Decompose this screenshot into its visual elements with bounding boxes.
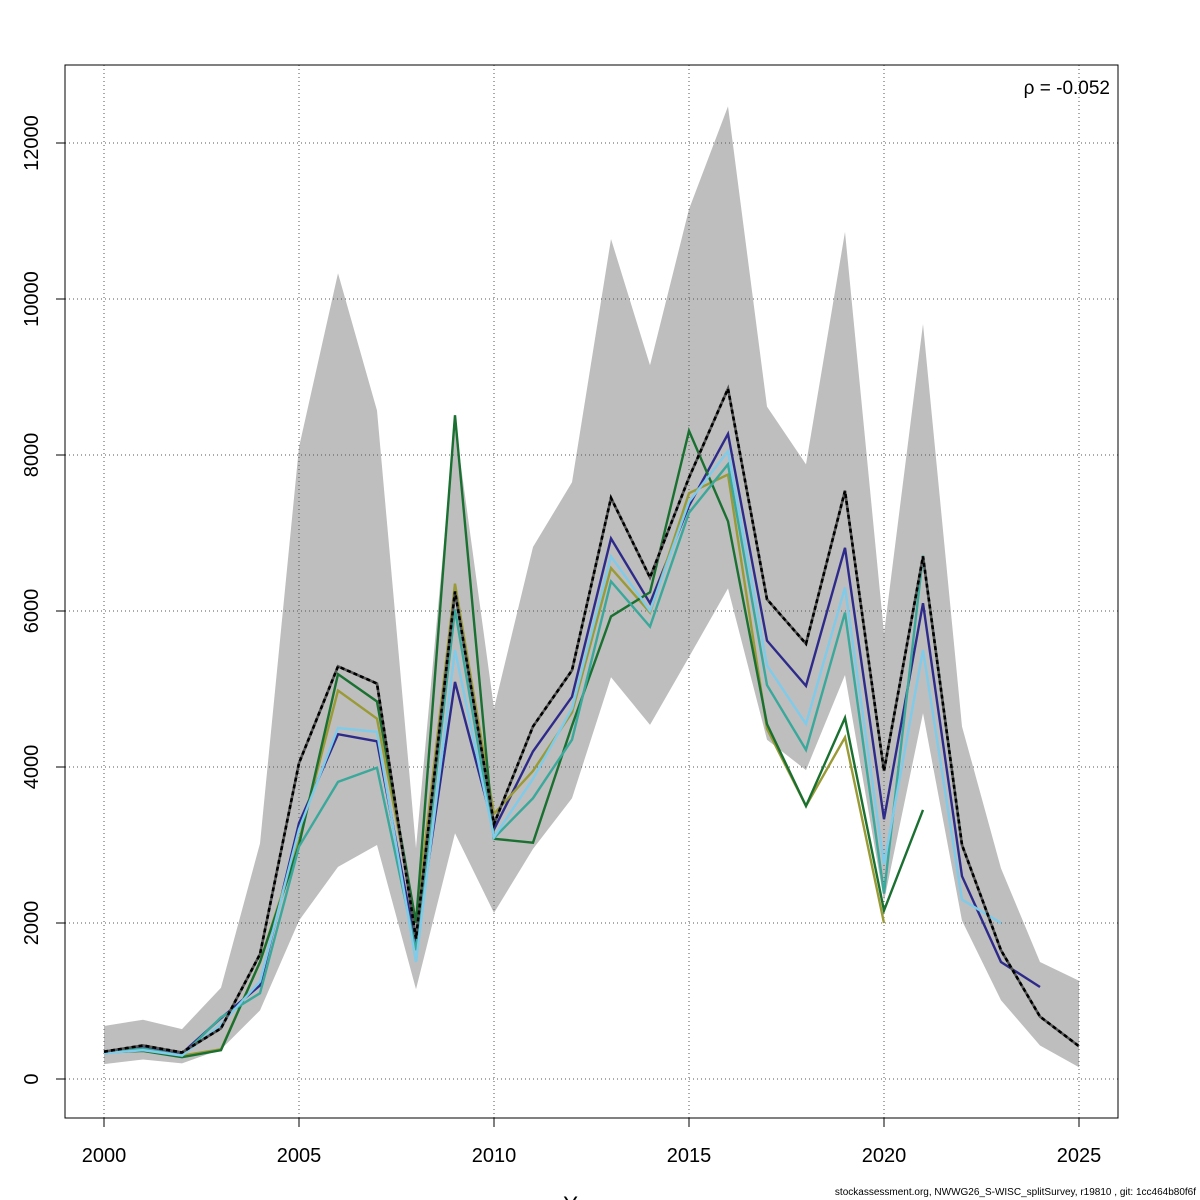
x-tick-label: 2010 — [472, 1145, 517, 1167]
y-tick-label: 6000 — [21, 589, 43, 634]
series-line-1-dashed — [103, 384, 1080, 1054]
x-tick-label: 2000 — [82, 1145, 127, 1167]
rho-annotation: ρ = -0.052 — [1024, 78, 1110, 99]
y-tick-label: 4000 — [21, 745, 43, 790]
plot-frame — [64, 64, 1119, 1119]
footer-credit: stockassessment.org, NWWG26_S-WISC_split… — [834, 1187, 1196, 1198]
series-line-2 — [103, 430, 1041, 1055]
series-line-5 — [103, 461, 964, 1057]
x-axis-title: Years — [563, 1192, 618, 1200]
x-tick-label: 2020 — [862, 1145, 907, 1167]
y-tick-label: 8000 — [21, 433, 43, 478]
y-tick-label: 2000 — [21, 901, 43, 946]
y-tick-label: 10000 — [21, 271, 43, 327]
series-line-6 — [103, 448, 1002, 1057]
y-tick-label: 12000 — [21, 115, 43, 171]
axis-layer: 2000 2005 2010 2015 2020 2025 0 2000 4000 6000 800… — [21, 115, 1101, 1167]
x-tick-label: 2015 — [667, 1145, 712, 1167]
x-tick-label: 2005 — [277, 1145, 322, 1167]
x-tick-label: 2025 — [1057, 1145, 1102, 1167]
series-layer — [103, 384, 1080, 1059]
y-tick-label: 0 — [21, 1073, 43, 1084]
